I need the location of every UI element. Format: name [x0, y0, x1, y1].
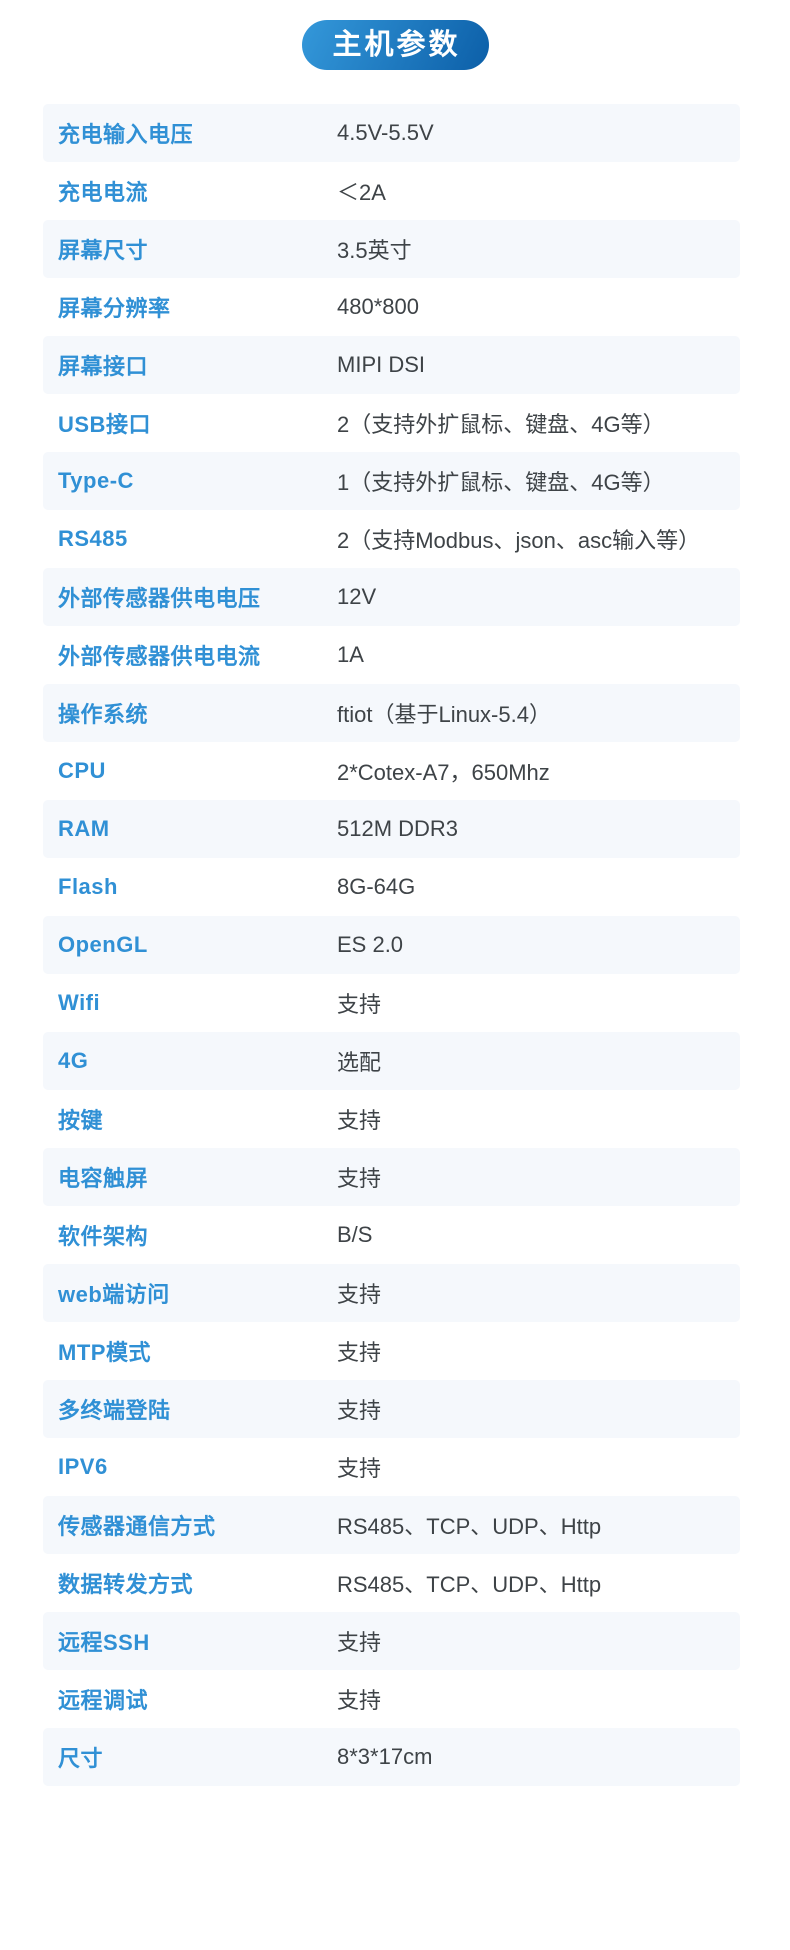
spec-parameter-value: RS485、TCP、UDP、Http: [337, 1572, 602, 1597]
spec-table-row: 远程调试 支持: [43, 1670, 740, 1728]
spec-parameter-name: Type-C: [58, 468, 134, 493]
spec-parameter-name: web端访问: [58, 1282, 170, 1307]
spec-table-row: 充电电流 ＜2A: [43, 162, 740, 220]
spec-parameter-name: 多终端登陆: [58, 1398, 171, 1423]
spec-parameter-value: MIPI DSI: [337, 352, 426, 377]
spec-parameter-value: 512M DDR3: [337, 816, 459, 841]
spec-table-row: RS485 2（支持Modbus、json、asc输入等）: [43, 510, 740, 568]
spec-parameter-value: 支持: [337, 1456, 382, 1481]
spec-parameter-value: 480*800: [337, 294, 419, 319]
spec-table-row: 远程SSH 支持: [43, 1612, 740, 1670]
spec-parameter-name: USB接口: [58, 412, 151, 437]
spec-parameter-name: 传感器通信方式: [58, 1514, 216, 1539]
spec-parameter-name: 屏幕尺寸: [58, 238, 149, 263]
spec-table-row: Wifi 支持: [43, 974, 740, 1032]
spec-table-row: Type-C 1（支持外扩鼠标、键盘、4G等）: [43, 452, 740, 510]
spec-parameter-name: RS485: [58, 526, 128, 551]
spec-table-row: 多终端登陆 支持: [43, 1380, 740, 1438]
spec-parameter-value: 支持: [337, 1340, 382, 1365]
spec-parameter-value: 8G-64G: [337, 874, 416, 899]
spec-table-row: Flash 8G-64G: [43, 858, 740, 916]
spec-table-row: 屏幕接口 MIPI DSI: [43, 336, 740, 394]
spec-parameter-name: 4G: [58, 1048, 89, 1073]
spec-parameter-value: 2（支持Modbus、json、asc输入等）: [337, 528, 701, 553]
host-parameters-sheet: 主机参数 充电输入电压 4.5V-5.5V 充电电流 ＜2A 屏幕尺寸 3.5英…: [0, 20, 790, 1786]
spec-table: 充电输入电压 4.5V-5.5V 充电电流 ＜2A 屏幕尺寸 3.5英寸 屏幕分…: [43, 104, 740, 1786]
spec-table-row: 软件架构 B/S: [43, 1206, 740, 1264]
spec-parameter-value: ES 2.0: [337, 932, 404, 957]
spec-parameter-value: 8*3*17cm: [337, 1744, 433, 1769]
spec-table-row: 屏幕尺寸 3.5英寸: [43, 220, 740, 278]
spec-parameter-name: OpenGL: [58, 932, 148, 957]
spec-parameter-name: 数据转发方式: [58, 1572, 194, 1597]
spec-parameter-value: 12V: [337, 584, 377, 609]
spec-parameter-name: 远程SSH: [58, 1630, 150, 1655]
spec-parameter-name: MTP模式: [58, 1340, 151, 1365]
spec-table-row: MTP模式 支持: [43, 1322, 740, 1380]
spec-table-row: USB接口 2（支持外扩鼠标、键盘、4G等）: [43, 394, 740, 452]
spec-parameter-name: 屏幕接口: [58, 354, 149, 379]
spec-parameter-name: 外部传感器供电电压: [58, 586, 261, 611]
spec-parameter-value: 支持: [337, 1630, 382, 1655]
spec-table-row: 数据转发方式 RS485、TCP、UDP、Http: [43, 1554, 740, 1612]
spec-parameter-name: 电容触屏: [58, 1166, 149, 1191]
spec-parameter-value: 支持: [337, 1398, 382, 1423]
spec-table-row: RAM 512M DDR3: [43, 800, 740, 858]
spec-parameter-name: 外部传感器供电电流: [58, 644, 261, 669]
spec-parameter-name: CPU: [58, 758, 106, 783]
spec-table-row: OpenGL ES 2.0: [43, 916, 740, 974]
spec-table-row: IPV6 支持: [43, 1438, 740, 1496]
spec-table-row: 电容触屏 支持: [43, 1148, 740, 1206]
spec-parameter-name: 充电电流: [58, 180, 149, 205]
spec-parameter-name: RAM: [58, 816, 110, 841]
spec-table-row: 屏幕分辨率 480*800: [43, 278, 740, 336]
spec-table-row: 操作系统 ftiot（基于Linux-5.4）: [43, 684, 740, 742]
spec-parameter-name: 按键: [58, 1108, 104, 1133]
page-title-badge: 主机参数: [301, 20, 489, 70]
spec-table-row: CPU 2*Cotex-A7，650Mhz: [43, 742, 740, 800]
spec-table-row: 充电输入电压 4.5V-5.5V: [43, 104, 740, 162]
spec-parameter-name: 充电输入电压: [58, 122, 194, 147]
spec-parameter-name: 远程调试: [58, 1688, 149, 1713]
spec-parameter-value: 2（支持外扩鼠标、键盘、4G等）: [337, 412, 665, 437]
spec-parameter-value: B/S: [337, 1222, 373, 1247]
page-title: 主机参数: [332, 28, 461, 61]
spec-parameter-name: Flash: [58, 874, 118, 899]
spec-parameter-value: 支持: [337, 1688, 382, 1713]
spec-parameter-value: 支持: [337, 992, 382, 1017]
spec-parameter-name: IPV6: [58, 1454, 108, 1479]
spec-parameter-value: 2*Cotex-A7，650Mhz: [337, 760, 550, 785]
spec-parameter-value: 1A: [337, 642, 364, 667]
spec-parameter-value: 支持: [337, 1108, 382, 1133]
spec-parameter-name: 软件架构: [58, 1224, 149, 1249]
spec-parameter-value: 选配: [337, 1050, 382, 1075]
spec-table-row: 尺寸 8*3*17cm: [43, 1728, 740, 1786]
spec-table-row: 外部传感器供电电压 12V: [43, 568, 740, 626]
spec-table-row: 4G 选配: [43, 1032, 740, 1090]
spec-parameter-name: 屏幕分辨率: [58, 296, 171, 321]
spec-parameter-value: ＜2A: [337, 180, 386, 205]
spec-parameter-name: Wifi: [58, 990, 101, 1015]
spec-table-row: 外部传感器供电电流 1A: [43, 626, 740, 684]
spec-table-row: 传感器通信方式 RS485、TCP、UDP、Http: [43, 1496, 740, 1554]
spec-parameter-value: 1（支持外扩鼠标、键盘、4G等）: [337, 470, 665, 495]
spec-parameter-value: 支持: [337, 1166, 382, 1191]
spec-parameter-value: 支持: [337, 1282, 382, 1307]
spec-table-row: web端访问 支持: [43, 1264, 740, 1322]
spec-parameter-value: ftiot（基于Linux-5.4）: [337, 702, 551, 727]
spec-table-row: 按键 支持: [43, 1090, 740, 1148]
spec-parameter-name: 尺寸: [58, 1746, 104, 1771]
spec-parameter-value: 4.5V-5.5V: [337, 120, 434, 145]
spec-parameter-value: RS485、TCP、UDP、Http: [337, 1514, 602, 1539]
spec-parameter-value: 3.5英寸: [337, 238, 412, 263]
spec-parameter-name: 操作系统: [58, 702, 149, 727]
